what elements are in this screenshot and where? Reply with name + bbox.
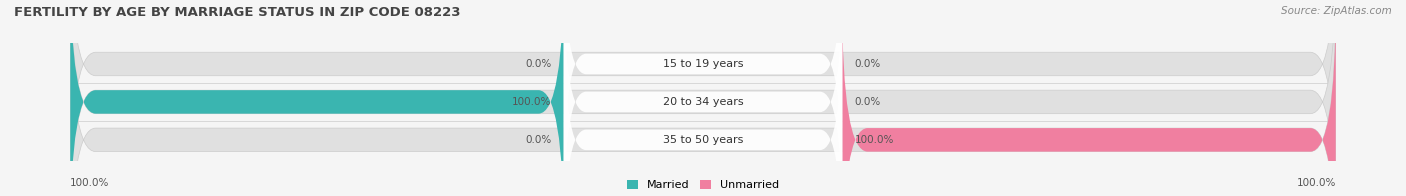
FancyBboxPatch shape	[70, 0, 1336, 196]
Text: 100.0%: 100.0%	[512, 97, 551, 107]
Text: 15 to 19 years: 15 to 19 years	[662, 59, 744, 69]
Text: Source: ZipAtlas.com: Source: ZipAtlas.com	[1281, 6, 1392, 16]
Text: 0.0%: 0.0%	[524, 59, 551, 69]
Text: FERTILITY BY AGE BY MARRIAGE STATUS IN ZIP CODE 08223: FERTILITY BY AGE BY MARRIAGE STATUS IN Z…	[14, 6, 461, 19]
FancyBboxPatch shape	[564, 0, 842, 187]
Legend: Married, Unmarried: Married, Unmarried	[627, 180, 779, 191]
FancyBboxPatch shape	[564, 0, 842, 196]
Text: 100.0%: 100.0%	[855, 135, 894, 145]
Text: 35 to 50 years: 35 to 50 years	[662, 135, 744, 145]
FancyBboxPatch shape	[70, 0, 564, 196]
FancyBboxPatch shape	[564, 17, 842, 196]
FancyBboxPatch shape	[842, 0, 1336, 196]
Text: 0.0%: 0.0%	[855, 59, 882, 69]
Text: 20 to 34 years: 20 to 34 years	[662, 97, 744, 107]
FancyBboxPatch shape	[70, 0, 1336, 196]
Text: 0.0%: 0.0%	[524, 135, 551, 145]
FancyBboxPatch shape	[70, 0, 1336, 196]
Text: 100.0%: 100.0%	[70, 178, 110, 188]
Text: 100.0%: 100.0%	[1296, 178, 1336, 188]
Text: 0.0%: 0.0%	[855, 97, 882, 107]
